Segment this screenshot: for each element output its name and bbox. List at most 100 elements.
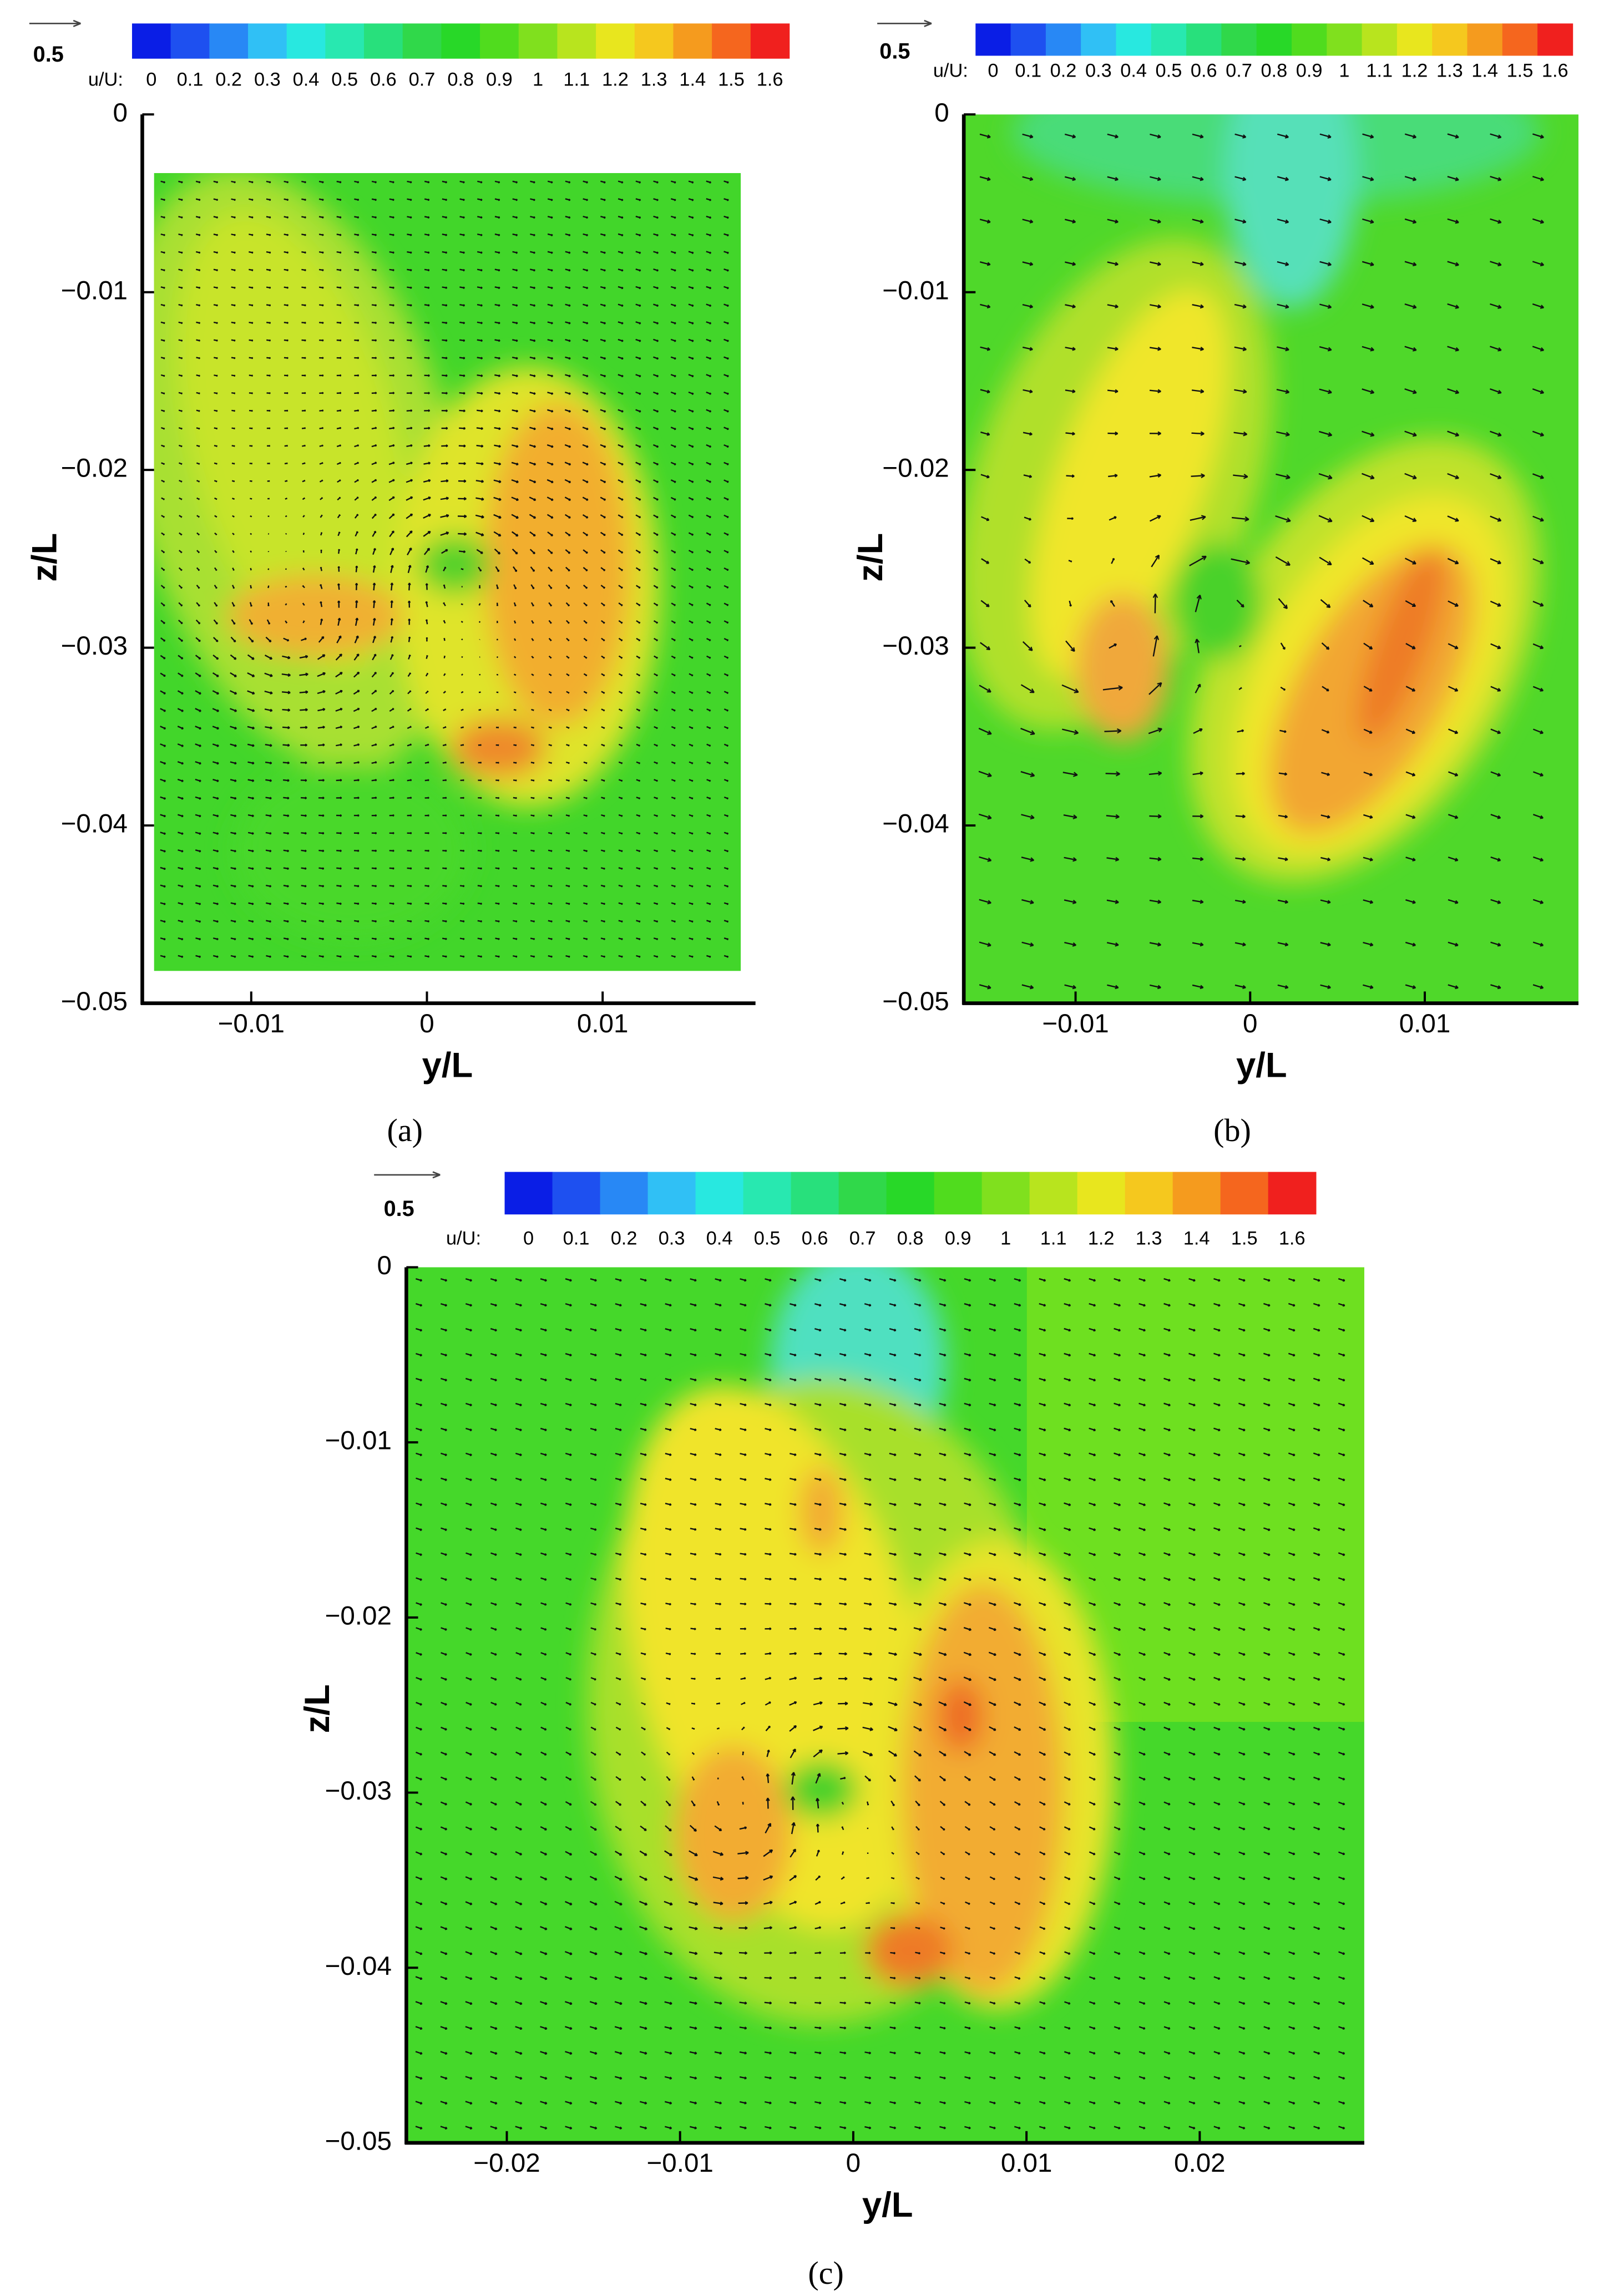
- vector-head: [515, 216, 518, 219]
- vector-head: [568, 569, 570, 572]
- vector-head: [181, 427, 183, 430]
- vector-head: [918, 1329, 922, 1332]
- vector-head: [1114, 516, 1117, 519]
- vector-head: [550, 516, 554, 519]
- vector-head: [234, 234, 236, 236]
- vector-head: [1193, 1403, 1196, 1407]
- vector-head: [968, 1378, 971, 1382]
- colorbar-swatch: [364, 23, 403, 59]
- vector-head: [709, 762, 711, 764]
- vector: [1151, 555, 1160, 567]
- vector-head: [427, 690, 429, 692]
- vector: [1064, 941, 1076, 946]
- vector: [1277, 899, 1288, 903]
- vector-head: [1200, 176, 1204, 181]
- vector-head: [427, 708, 429, 711]
- vector-head: [463, 814, 464, 817]
- vector-head: [269, 656, 273, 660]
- vector-head: [656, 850, 659, 853]
- vector-head: [269, 832, 272, 835]
- vector-head: [1411, 688, 1416, 692]
- vector-head: [1043, 1279, 1046, 1282]
- vector-head: [340, 690, 343, 693]
- vector-head: [1043, 1528, 1046, 1532]
- vector-head: [251, 903, 254, 905]
- panel-label: (a): [387, 1112, 423, 1148]
- colorbar-label: 1.4: [679, 69, 706, 90]
- vector-head: [515, 867, 518, 870]
- vector-head: [1243, 474, 1248, 479]
- vector: [1234, 942, 1246, 946]
- vector-head: [340, 392, 342, 394]
- vector-head: [250, 587, 252, 589]
- vector: [353, 653, 360, 661]
- vector: [475, 480, 484, 483]
- vector-head: [603, 797, 605, 799]
- vector-head: [392, 286, 394, 289]
- vector-head: [444, 1354, 448, 1357]
- vector-head: [1043, 1304, 1046, 1307]
- vector-head: [357, 427, 360, 429]
- vector-head: [287, 955, 289, 958]
- vector-head: [498, 374, 501, 377]
- vector-head: [519, 1528, 522, 1531]
- vector-head: [669, 1279, 672, 1282]
- vector-head: [893, 1329, 897, 1332]
- vector-head: [498, 480, 502, 483]
- vector-head: [656, 727, 658, 729]
- vector-head: [410, 374, 412, 377]
- vector-head: [428, 357, 430, 359]
- vector-head: [216, 744, 219, 747]
- vector-head: [533, 797, 535, 799]
- vector-head: [163, 392, 165, 395]
- vector-head: [918, 1453, 922, 1457]
- vector: [1149, 347, 1161, 350]
- vector-head: [993, 1329, 996, 1332]
- vector-head: [621, 269, 624, 272]
- vector-head: [639, 551, 641, 554]
- vector-head: [1193, 1478, 1196, 1482]
- vector-head: [1193, 1279, 1196, 1282]
- vector-head: [1342, 1578, 1345, 1581]
- vector-head: [419, 1403, 423, 1407]
- vector-head: [585, 586, 588, 589]
- vector-head: [619, 1403, 622, 1406]
- vector-head: [533, 709, 534, 711]
- vector-head: [427, 286, 430, 289]
- vector-head: [250, 605, 252, 607]
- vector-head: [409, 547, 412, 551]
- vector-head: [621, 286, 624, 290]
- vector: [1065, 432, 1075, 435]
- vector-head: [375, 462, 377, 464]
- vector: [247, 690, 255, 695]
- vector-head: [252, 797, 255, 800]
- vector-head: [639, 604, 641, 606]
- vector: [1319, 430, 1332, 436]
- vector-head: [1241, 687, 1242, 689]
- vector-head: [444, 1503, 447, 1506]
- vector-head: [1197, 683, 1201, 687]
- vector-head: [480, 726, 482, 728]
- vector-head: [585, 604, 588, 607]
- vector-head: [198, 374, 200, 377]
- vector-head: [321, 514, 323, 516]
- vector-head: [1043, 1503, 1046, 1507]
- vector-head: [1268, 1329, 1271, 1332]
- vector-head: [1218, 1578, 1221, 1581]
- vector-head: [1193, 1553, 1196, 1557]
- vector-head: [1168, 1478, 1171, 1482]
- vector-head: [462, 761, 464, 764]
- vector-head: [603, 569, 606, 571]
- vector-head: [408, 582, 411, 586]
- vector-head: [340, 902, 342, 905]
- vector-head: [446, 514, 449, 518]
- vector: [1404, 303, 1416, 308]
- vector-head: [322, 234, 324, 236]
- vector-head: [603, 586, 606, 589]
- vector-head: [1029, 985, 1034, 990]
- vector-head: [321, 497, 323, 499]
- vector-head: [516, 480, 519, 484]
- vector-head: [1540, 985, 1544, 990]
- vector-head: [1168, 1428, 1171, 1432]
- y-tick-label: −0.04: [882, 809, 949, 839]
